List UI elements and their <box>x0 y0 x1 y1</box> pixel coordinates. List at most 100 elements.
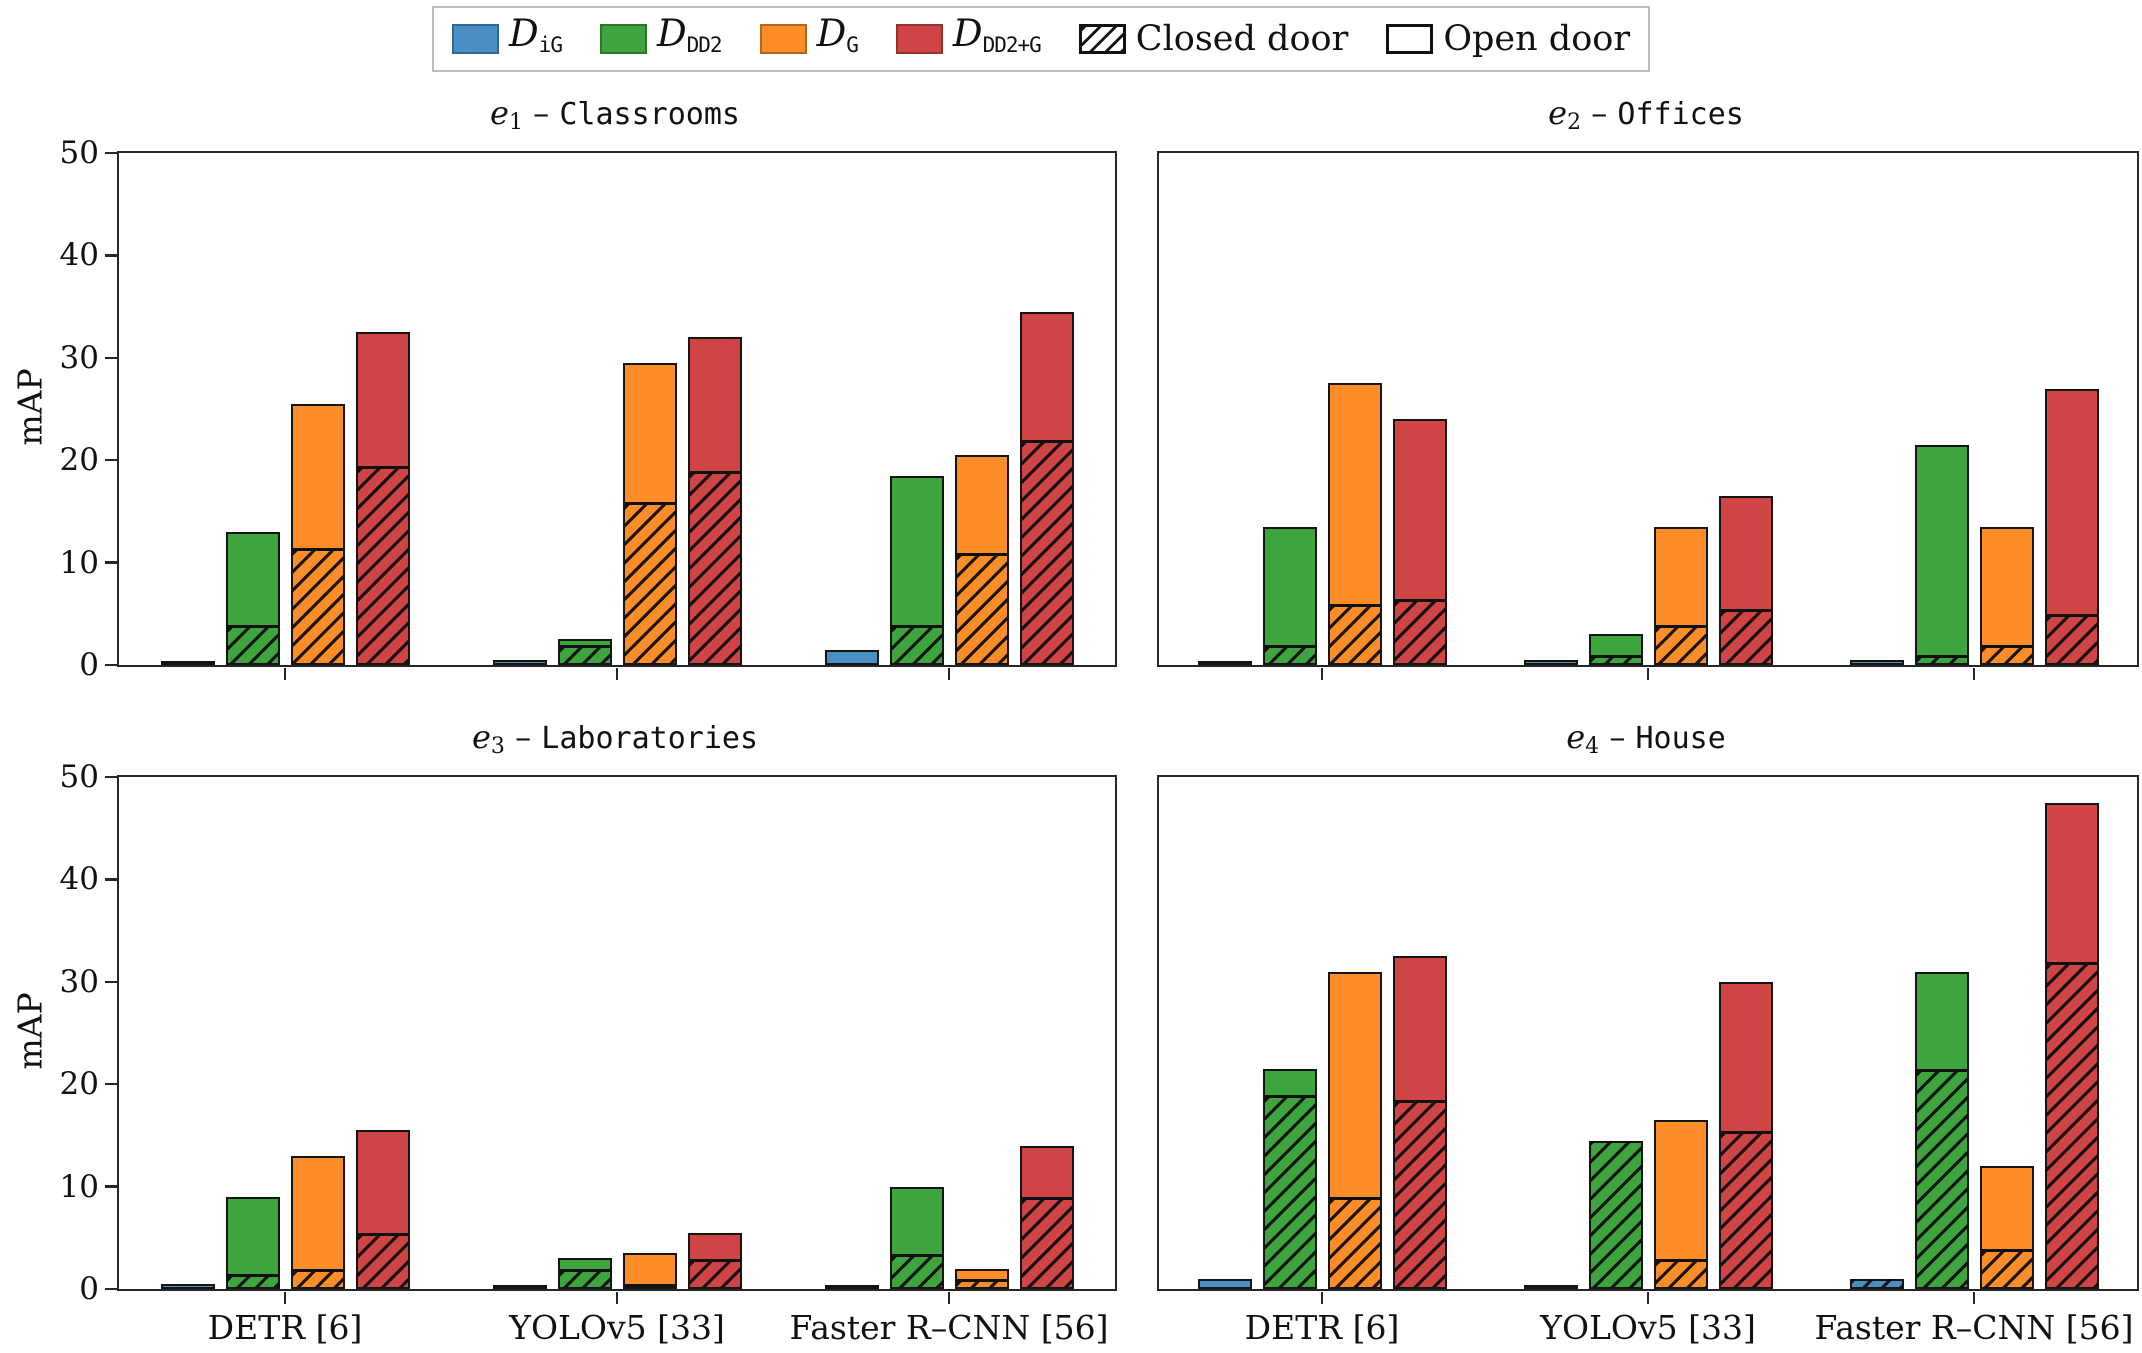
closed-door-hatch-segment <box>1021 1197 1072 1287</box>
y-axis-tick-label: 30 <box>59 339 99 376</box>
legend-swatch-dd2 <box>599 24 647 54</box>
legend-item-closed-door: Closed door <box>1078 18 1349 59</box>
bar-D_G-YOLOv5 [33] <box>1653 526 1708 665</box>
x-axis-tick <box>283 667 287 680</box>
y-axis-tick <box>105 151 117 155</box>
closed-door-hatch-segment <box>292 547 343 663</box>
closed-door-hatch-segment <box>357 465 408 663</box>
bar-D_iG-DETR [6] <box>1197 661 1252 665</box>
title-variable: e <box>1566 718 1586 756</box>
subplot-e3-laboratories: e3 – Laboratories 0 10 20 30 40 50 DETR [6] YOL… <box>60 719 1117 1347</box>
bar-D_G-YOLOv5 [33] <box>622 362 677 665</box>
legend-label-open-door: Open door <box>1443 18 1631 59</box>
closed-door-hatch-segment <box>956 1279 1007 1287</box>
legend: DiG DDD2 DG DDD2+G Closed door Open door <box>432 6 1651 72</box>
legend-item-dataset-dd2g: DDD2+G <box>895 15 1042 63</box>
bar-D_iG-Faster R–CNN [56] <box>824 1285 879 1289</box>
title-separator: – <box>522 94 560 132</box>
bar-D_DD2+G-YOLOv5 [33] <box>1718 496 1773 665</box>
x-axis-tick <box>1320 1291 1324 1304</box>
legend-item-dataset-ig: DiG <box>452 15 563 63</box>
x-axis-tick-label: YOLOv5 [33] <box>1540 1308 1756 1347</box>
y-axis-tick-label: 50 <box>59 135 99 171</box>
title-variable: e <box>471 718 491 756</box>
closed-door-hatch-segment <box>1329 604 1380 663</box>
bar-D_G-YOLOv5 [33] <box>1653 1120 1708 1289</box>
bar-D_DD2-YOLOv5 [33] <box>1588 634 1643 665</box>
subplot-e1-classrooms: e1 – Classrooms 0 10 20 30 40 50 <box>60 95 1117 683</box>
title-variable: e <box>1548 94 1568 132</box>
bar-D_DD2+G-Faster R–CNN [56] <box>2044 388 2099 665</box>
closed-door-hatch-segment <box>1590 655 1641 663</box>
legend-label-dd2g: DDD2+G <box>953 15 1042 63</box>
closed-door-hatch-segment <box>559 1269 610 1287</box>
x-axis-tick <box>1646 1291 1650 1304</box>
closed-door-hatch-segment <box>1720 1130 1771 1287</box>
x-axis-tick <box>1646 667 1650 680</box>
dataset-subscript: DD2+G <box>982 32 1042 57</box>
y-axis-tick <box>105 663 117 667</box>
bar-D_iG-DETR [6] <box>160 1283 215 1289</box>
closed-door-hatch-segment <box>891 1253 942 1287</box>
bar-D_DD2+G-YOLOv5 [33] <box>687 337 742 665</box>
x-axis-tick <box>1972 1291 1976 1304</box>
legend-item-open-door: Open door <box>1386 18 1631 59</box>
legend-label-closed-door: Closed door <box>1135 18 1349 59</box>
bar-D_DD2-Faster R–CNN [56] <box>1914 971 1969 1289</box>
x-axis-tick <box>1972 667 1976 680</box>
title-subscript: 2 <box>1567 110 1582 135</box>
x-axis-tick <box>615 667 619 680</box>
bar-D_DD2+G-YOLOv5 [33] <box>687 1232 742 1289</box>
y-axis-tick <box>105 878 117 881</box>
x-axis-tick-label: Faster R–CNN [56] <box>789 1308 1109 1347</box>
dataset-symbol: D <box>952 11 983 55</box>
y-axis-tick-label: 0 <box>79 647 99 683</box>
bar-D_G-Faster R–CNN [56] <box>954 455 1009 665</box>
bar-D_DD2-YOLOv5 [33] <box>1588 1140 1643 1289</box>
title-variable: e <box>490 94 509 132</box>
bar-D_G-DETR [6] <box>290 403 345 665</box>
y-axis-tick-label: 20 <box>59 442 99 479</box>
closed-door-hatch-segment <box>357 1233 408 1287</box>
closed-door-hatch-segment <box>1021 440 1072 663</box>
title-environment: Offices <box>1617 97 1744 132</box>
closed-door-hatch-segment <box>689 470 740 663</box>
dataset-subscript: G <box>846 32 859 57</box>
closed-door-hatch-segment <box>1981 1248 2032 1287</box>
y-axis-tick <box>105 775 117 779</box>
closed-door-hatch-segment <box>1916 655 1967 663</box>
plot-area-e4: DETR [6] YOLOv5 [33] Faster R–CNN [56] <box>1157 775 2139 1347</box>
bar-D_DD2-DETR [6] <box>1262 1068 1317 1289</box>
closed-door-hatch-segment <box>1264 1094 1315 1287</box>
bar-D_iG-Faster R–CNN [56] <box>1849 659 1904 665</box>
plot-area-e3: 0 10 20 30 40 50 DETR [6] YOLOv5 [33] Faster R–C… <box>60 759 1117 1347</box>
closed-door-hatch-segment <box>624 1284 675 1287</box>
bar-D_G-DETR [6] <box>290 1155 345 1289</box>
legend-swatch-open-door <box>1386 24 1434 54</box>
x-axis-tick <box>1320 667 1324 680</box>
bar-D_G-Faster R–CNN [56] <box>1979 1166 2034 1289</box>
subplot-e2-offices: e2 – Offices <box>1157 95 2139 680</box>
closed-door-hatch-segment <box>891 624 942 663</box>
bar-D_G-YOLOv5 [33] <box>622 1253 677 1289</box>
y-axis-tick-label: 0 <box>79 1271 99 1307</box>
title-subscript: 3 <box>490 734 505 759</box>
closed-door-hatch-segment <box>1264 645 1315 663</box>
bar-D_G-Faster R–CNN [56] <box>1979 526 2034 665</box>
closed-door-hatch-segment <box>1981 645 2032 663</box>
plot-area-e2 <box>1157 151 2139 680</box>
y-axis-tick <box>105 561 117 564</box>
y-axis-tick-label: 10 <box>59 1168 99 1205</box>
subplot-title: e2 – Offices <box>1548 95 1744 141</box>
bar-D_DD2+G-Faster R–CNN [56] <box>2044 802 2099 1289</box>
bar-D_iG-YOLOv5 [33] <box>492 659 547 665</box>
x-axis-tick <box>615 1291 619 1304</box>
x-axis-tick <box>283 1291 287 1304</box>
y-axis-tick <box>105 1082 117 1086</box>
title-subscript: 4 <box>1585 734 1600 759</box>
closed-door-hatch-segment <box>559 645 610 663</box>
y-axis-tick <box>105 1185 117 1188</box>
bar-D_DD2-YOLOv5 [33] <box>557 639 612 665</box>
bar-D_G-DETR [6] <box>1327 971 1382 1289</box>
dataset-symbol: D <box>509 11 539 55</box>
